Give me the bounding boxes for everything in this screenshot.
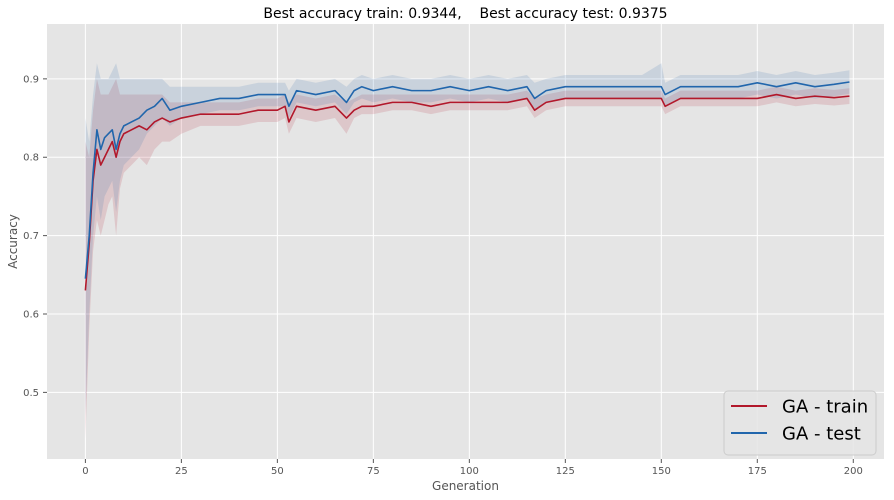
x-tick-label: 125 — [556, 466, 575, 477]
y-tick-label: 0.8 — [23, 153, 39, 164]
y-tick-label: 0.7 — [23, 231, 39, 242]
chart-title: Best accuracy train: 0.9344, Best accura… — [263, 6, 667, 22]
y-tick-label: 0.6 — [23, 310, 39, 321]
x-tick-label: 0 — [82, 466, 88, 477]
x-tick-label: 200 — [844, 466, 863, 477]
series-line-train — [84, 93, 850, 291]
series-line-test — [84, 81, 850, 279]
plot-background — [47, 24, 884, 459]
x-tick-label: 150 — [652, 466, 671, 477]
axis-ticks: 0 25 50 75 100 125 150 175 200 0.5 0.6 0.7 0.8 0.9 — [23, 74, 863, 477]
x-tick-label: 25 — [175, 466, 188, 477]
x-tick-label: 175 — [748, 466, 767, 477]
legend-label: GA - test — [782, 424, 861, 445]
series-lines — [84, 81, 850, 291]
y-axis-label: Accuracy — [6, 214, 20, 269]
legend: GA - train GA - test — [723, 390, 877, 456]
x-tick-label: 100 — [460, 466, 479, 477]
std-band-train — [85, 78, 850, 440]
y-tick-label: 0.9 — [23, 74, 39, 85]
legend-label: GA - train — [782, 397, 868, 418]
x-tick-label: 75 — [367, 466, 380, 477]
x-axis-label: Generation — [432, 479, 499, 493]
y-tick-label: 0.5 — [23, 388, 39, 399]
x-tick-label: 50 — [271, 466, 284, 477]
